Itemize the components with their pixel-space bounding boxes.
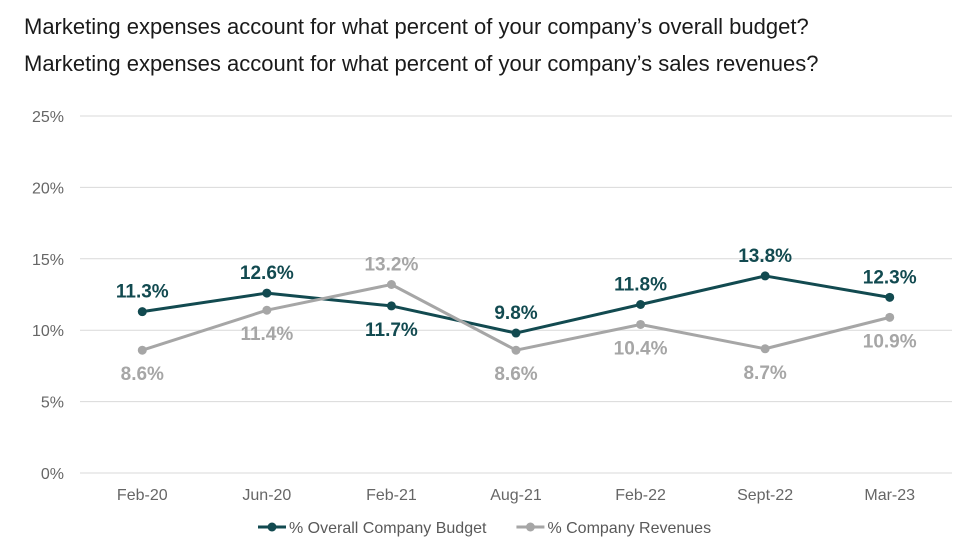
data-point-revenues [636,319,646,329]
data-label-revenues: 10.4% [614,338,668,359]
data-label-budget: 9.8% [494,303,537,324]
data-point-revenues [137,345,147,355]
data-label-revenues: 8.6% [494,364,537,385]
data-point-budget [137,307,147,317]
data-point-budget [760,271,770,281]
data-point-revenues [760,344,770,354]
data-point-budget [636,299,646,309]
data-label-revenues: 11.4% [240,324,293,345]
data-label-budget: 12.6% [240,263,294,284]
data-point-revenues [262,305,272,315]
data-label-revenues: 8.6% [121,364,164,385]
legend-marker-revenues [525,522,535,532]
data-label-budget: 11.7% [365,320,418,341]
y-tick-label: 5% [41,395,64,412]
data-point-revenues [885,312,895,322]
y-tick-label: 0% [41,466,64,483]
data-label-budget: 11.3% [116,282,169,303]
legend-label-budget: % Overall Company Budget [289,520,487,537]
y-tick-label: 20% [32,180,64,197]
data-point-budget [386,301,396,311]
x-tick-label: Sept-22 [737,487,793,504]
data-point-revenues [511,345,521,355]
y-tick-label: 10% [32,323,64,340]
y-tick-label: 25% [32,109,64,126]
x-tick-label: Feb-21 [366,487,417,504]
data-label-revenues: 13.2% [364,255,418,276]
x-tick-label: Mar-23 [864,487,915,504]
legend-label-revenues: % Company Revenues [547,520,711,537]
chart-subtitle: Marketing expenses account for what perc… [24,51,819,76]
x-tick-label: Jun-20 [242,487,291,504]
data-label-revenues: 8.7% [743,363,786,384]
data-point-budget [511,328,521,338]
data-point-revenues [386,280,396,290]
data-label-budget: 11.8% [614,274,667,295]
chart-titles: Marketing expenses account for what perc… [24,8,818,82]
y-tick-label: 15% [32,252,64,269]
x-tick-label: Feb-22 [615,487,666,504]
x-tick-label: Aug-21 [490,487,542,504]
legend-marker-budget [267,522,277,532]
data-point-budget [262,288,272,298]
chart-title: Marketing expenses account for what perc… [24,14,809,39]
data-label-budget: 13.8% [738,246,792,267]
data-label-revenues: 10.9% [863,331,917,352]
data-label-budget: 12.3% [863,267,917,288]
data-point-budget [885,292,895,302]
x-tick-label: Feb-20 [117,487,168,504]
